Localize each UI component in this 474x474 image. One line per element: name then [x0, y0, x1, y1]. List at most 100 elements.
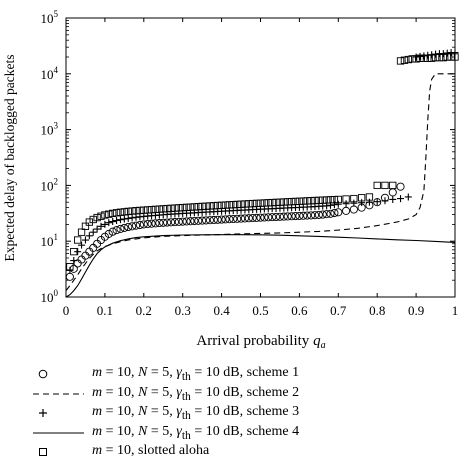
data-point-circle — [221, 215, 230, 224]
data-point-circle — [330, 208, 339, 218]
data-point-circle — [186, 217, 195, 226]
data-point-square — [431, 53, 440, 62]
data-point-circle — [388, 188, 397, 197]
legend-marker-square — [39, 448, 47, 456]
data-point-circle — [229, 214, 238, 224]
data-point-circle — [318, 210, 327, 219]
data-point-square — [116, 208, 125, 216]
data-point-square — [299, 197, 307, 205]
legend-label: m = 10, N = 5, γth = 10 dB, scheme 1 — [92, 365, 300, 383]
data-point-plus — [381, 197, 389, 205]
x-tick-label: 0.2 — [136, 303, 152, 318]
data-point-square — [128, 207, 136, 215]
data-point-square — [217, 201, 226, 209]
data-point-circle — [334, 208, 343, 217]
legend-label: m = 10, N = 5, γth = 10 dB, scheme 2 — [92, 384, 300, 403]
data-point-square — [175, 204, 183, 212]
data-point-square — [109, 209, 117, 218]
y-tick-labels: 100 101 102 103 104 105 — [41, 9, 59, 305]
data-point-square — [249, 199, 257, 208]
x-tick-label: 0.6 — [291, 303, 308, 318]
data-point-plus — [389, 195, 397, 203]
data-point-square — [443, 53, 451, 61]
data-point-square — [295, 197, 304, 205]
data-point-circle — [120, 223, 129, 232]
plot-frame — [65, 17, 456, 298]
legend: m = 10, N = 5, γth = 10 dB, scheme 1 m =… — [30, 364, 470, 462]
x-tick-label: 0.5 — [252, 303, 268, 318]
data-point-plus — [350, 199, 358, 207]
data-point-circle — [170, 218, 179, 227]
data-point-plus — [358, 199, 366, 207]
data-point-square — [381, 181, 389, 190]
legend-marker-solid-line — [33, 431, 84, 434]
data-point-circle — [260, 213, 269, 222]
x-axis-title: Arrival probability qa — [196, 333, 325, 351]
data-point-plus — [85, 232, 93, 240]
data-point-circle — [147, 219, 156, 228]
data-point-square — [140, 206, 148, 214]
data-point-circle — [131, 221, 141, 230]
legend-label: m = 10, N = 5, γth = 10 dB, scheme 4 — [92, 423, 300, 442]
data-point-square — [373, 181, 381, 190]
data-point-circle — [174, 217, 183, 226]
legend-marker-plus — [39, 409, 47, 417]
data-point-square — [97, 212, 105, 220]
data-point-square — [206, 202, 214, 210]
data-point-square — [276, 198, 284, 206]
data-point-square — [416, 54, 424, 62]
data-point-circle — [151, 219, 160, 228]
data-point-square — [245, 200, 253, 208]
x-tick-label: 0.1 — [97, 303, 113, 318]
data-point-square — [194, 203, 202, 211]
data-point-square — [179, 203, 187, 212]
data-point-plus — [420, 52, 428, 60]
data-point-plus — [89, 228, 97, 236]
data-point-circle — [159, 218, 168, 227]
data-point-plus — [334, 200, 342, 208]
data-point-circle — [307, 211, 316, 220]
y-tick-label: 104 — [41, 65, 59, 82]
data-point-square — [330, 195, 339, 204]
data-point-square — [233, 200, 241, 209]
x-tick-label: 0.9 — [408, 303, 424, 318]
data-point-square — [365, 193, 374, 201]
data-point-circle — [112, 226, 121, 235]
data-point-square — [389, 181, 397, 190]
data-point-circle — [342, 206, 351, 215]
data-point-square — [186, 203, 195, 211]
data-point-square — [167, 204, 175, 212]
data-point-plus — [113, 216, 121, 224]
data-point-circle — [104, 229, 113, 238]
data-point-square — [400, 56, 409, 64]
legend-entry-scheme-1: m = 10, N = 5, γth = 10 dB, scheme 1 — [30, 364, 470, 384]
data-point-square — [163, 204, 171, 213]
data-point-square — [260, 199, 269, 207]
data-point-plus — [70, 257, 78, 265]
y-tick-label: 105 — [41, 9, 59, 26]
data-point-plus — [120, 215, 128, 223]
data-point-square — [70, 247, 78, 256]
data-point-square — [272, 198, 280, 207]
data-point-circle — [396, 182, 405, 191]
data-point-square — [124, 207, 132, 216]
data-point-circle — [217, 215, 226, 224]
data-point-circle — [287, 212, 296, 221]
data-point-square — [342, 195, 350, 203]
data-point-square — [229, 200, 237, 209]
data-point-square — [120, 208, 129, 216]
data-point-square — [144, 206, 152, 214]
data-point-circle — [322, 210, 331, 219]
y-tick-label: 101 — [41, 232, 59, 249]
data-point-square — [225, 201, 234, 209]
data-point-circle — [155, 218, 164, 228]
data-point-circle — [349, 205, 358, 214]
data-point-circle — [236, 214, 246, 223]
data-point-square — [237, 200, 245, 208]
data-point-square — [357, 194, 366, 202]
data-point-square — [303, 197, 311, 205]
tick-marks — [65, 17, 456, 298]
data-point-square — [132, 207, 140, 215]
data-point-plus — [416, 52, 424, 60]
data-point-square — [241, 200, 249, 208]
